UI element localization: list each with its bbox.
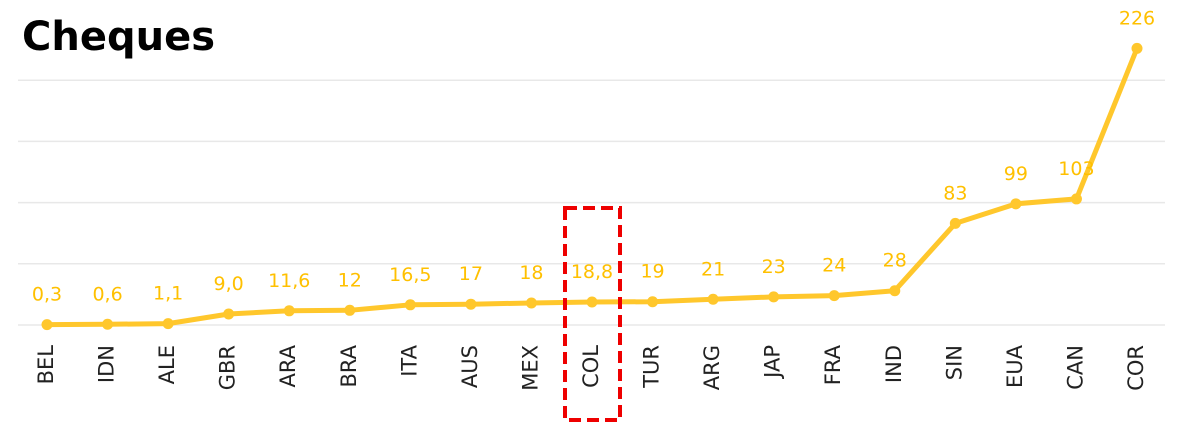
data-label: 226 (1119, 7, 1155, 29)
data-label: 1,1 (153, 283, 183, 305)
data-label: 16,5 (389, 264, 431, 286)
x-tick-label: ALE (155, 345, 179, 384)
point (768, 291, 780, 303)
data-label: 28 (883, 250, 907, 272)
x-tick-label: BRA (337, 344, 361, 387)
x-tick-label: MEX (518, 345, 542, 391)
data-label: 23 (762, 256, 786, 278)
point (1070, 193, 1082, 205)
point (162, 318, 174, 330)
x-tick-label: FRA (821, 344, 845, 385)
data-label: 19 (640, 261, 664, 283)
point (404, 299, 416, 311)
point (283, 305, 295, 317)
x-tick-label: IDN (95, 345, 119, 383)
point (102, 318, 114, 330)
highlight-box (563, 206, 622, 422)
x-tick-label: AUS (458, 345, 482, 388)
x-tick-label: GBR (216, 345, 240, 390)
data-label: 21 (701, 258, 725, 280)
x-tick-label: ARG (700, 345, 724, 390)
data-label: 0,3 (32, 284, 62, 306)
data-label: 9,0 (214, 273, 244, 295)
x-tick-label: COL (579, 345, 603, 388)
x-tick-label: TUR (640, 345, 664, 389)
x-tick-label: ARA (276, 344, 300, 387)
data-label: 18,8 (571, 261, 613, 283)
data-label: 99 (1004, 163, 1028, 185)
data-label: 83 (943, 182, 967, 204)
point (828, 290, 840, 302)
point (465, 298, 477, 310)
point (586, 296, 598, 308)
point (41, 319, 53, 331)
data-label: 18 (519, 262, 543, 284)
point (344, 304, 356, 316)
data-label: 24 (822, 255, 846, 277)
chart-title: Cheques (22, 14, 215, 60)
data-label: 12 (338, 269, 362, 291)
data-label: 103 (1058, 158, 1094, 180)
x-tick-label: JAP (761, 345, 785, 380)
data-label: 0,6 (92, 283, 122, 305)
point (647, 296, 659, 308)
x-tick-label: SIN (942, 345, 966, 380)
x-tick-label: EUA (1003, 344, 1027, 388)
data-label: 17 (459, 263, 483, 285)
point (223, 308, 235, 320)
point (707, 293, 719, 305)
data-label: 11,6 (268, 270, 310, 292)
x-tick-label: IND (882, 345, 906, 383)
point (1010, 198, 1022, 210)
line (46, 47, 1140, 328)
point (1131, 42, 1143, 54)
point (525, 297, 537, 309)
x-tick-label: ITA (397, 344, 421, 376)
x-tick-label: CAN (1063, 345, 1087, 390)
point (889, 285, 901, 297)
x-tick-label: BEL (34, 345, 58, 385)
point (949, 217, 961, 229)
x-tick-label: COR (1124, 345, 1148, 391)
